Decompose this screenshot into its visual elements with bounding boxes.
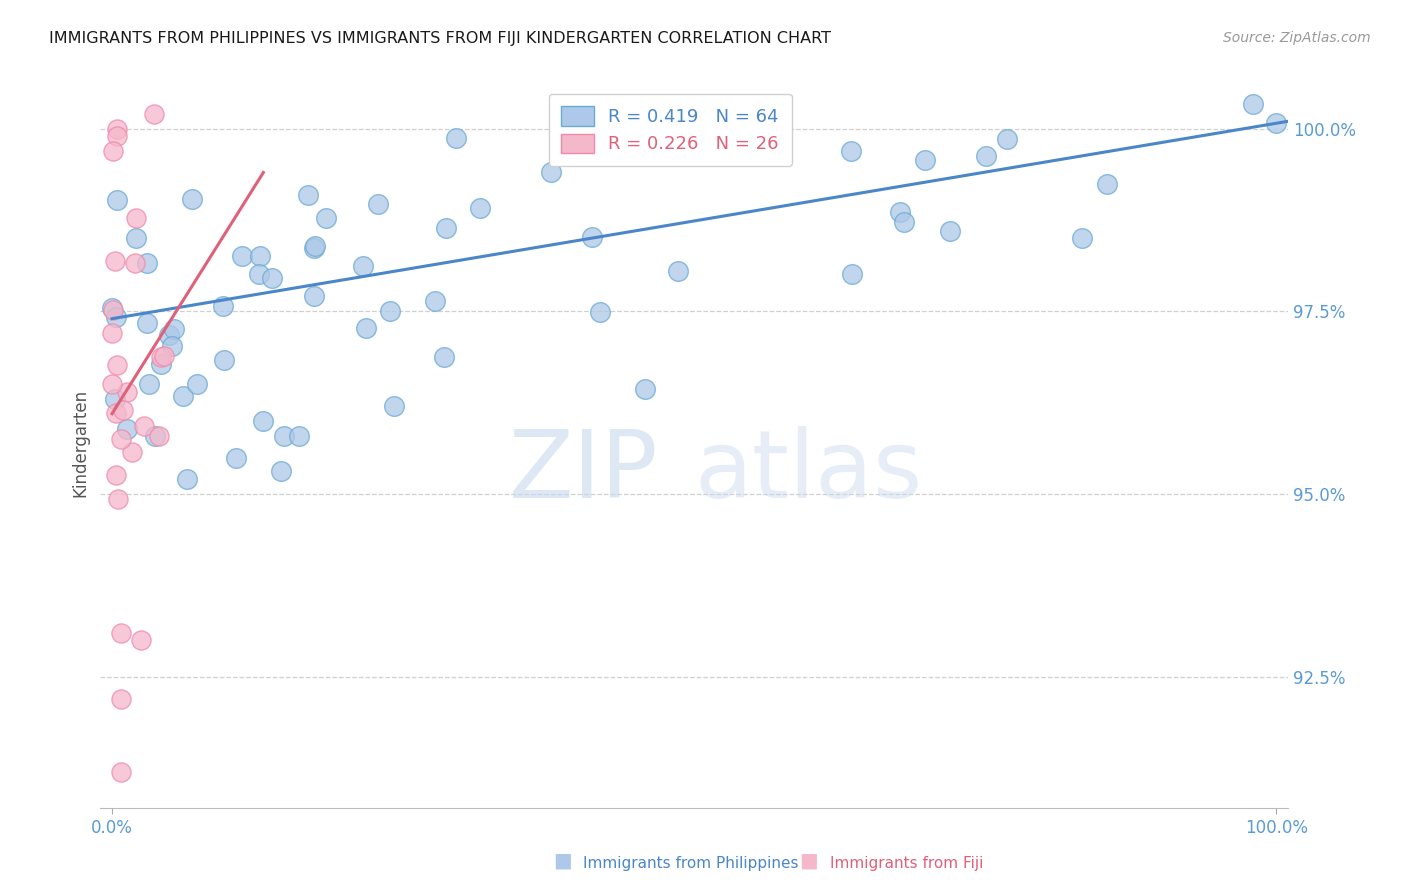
- Point: [839, 145, 862, 159]
- Point: [105, 406, 128, 420]
- Text: Immigrants from Philippines: Immigrants from Philippines: [583, 856, 799, 871]
- Point: [101, 303, 124, 318]
- Text: Source: ZipAtlas.com: Source: ZipAtlas.com: [1223, 31, 1371, 45]
- Point: [893, 215, 915, 229]
- Point: [304, 239, 326, 253]
- Point: [212, 299, 235, 313]
- Point: [135, 316, 157, 330]
- Point: [1241, 96, 1264, 111]
- Point: [101, 326, 124, 341]
- Point: [103, 253, 125, 268]
- Point: [129, 633, 152, 648]
- Point: [101, 144, 124, 158]
- Legend: R = 0.419   N = 64, R = 0.226   N = 26: R = 0.419 N = 64, R = 0.226 N = 26: [548, 94, 792, 166]
- Point: [297, 187, 319, 202]
- Point: [107, 491, 129, 506]
- Point: [589, 305, 612, 319]
- Point: [889, 204, 911, 219]
- Point: [176, 473, 198, 487]
- Point: [434, 221, 457, 235]
- Point: [252, 414, 274, 428]
- Point: [974, 149, 997, 163]
- Point: [247, 267, 270, 281]
- Text: IMMIGRANTS FROM PHILIPPINES VS IMMIGRANTS FROM FIJI KINDERGARTEN CORRELATION CHA: IMMIGRANTS FROM PHILIPPINES VS IMMIGRANT…: [49, 31, 831, 46]
- Point: [150, 357, 173, 371]
- Point: [634, 383, 657, 397]
- Point: [115, 422, 138, 436]
- Point: [914, 153, 936, 167]
- Point: [231, 249, 253, 263]
- Point: [666, 263, 689, 277]
- Point: [378, 304, 401, 318]
- Point: [105, 121, 128, 136]
- Text: Immigrants from Fiji: Immigrants from Fiji: [830, 856, 983, 871]
- Point: [304, 289, 326, 303]
- Point: [117, 385, 139, 400]
- Point: [104, 468, 127, 483]
- Point: [103, 392, 125, 406]
- Point: [444, 131, 467, 145]
- Point: [136, 256, 159, 270]
- Point: [262, 271, 284, 285]
- Point: [105, 359, 128, 373]
- Point: [110, 626, 132, 640]
- Point: [105, 128, 128, 143]
- Point: [125, 230, 148, 244]
- Point: [581, 230, 603, 244]
- Point: [1095, 178, 1118, 192]
- Point: [270, 464, 292, 478]
- Point: [315, 211, 337, 225]
- Point: [124, 256, 146, 270]
- Point: [152, 349, 174, 363]
- Point: [468, 201, 491, 215]
- Point: [101, 301, 124, 315]
- Point: [111, 403, 134, 417]
- Point: [149, 350, 172, 364]
- Point: [121, 445, 143, 459]
- Point: [287, 428, 309, 442]
- Point: [186, 377, 208, 392]
- Point: [367, 197, 389, 211]
- Text: atlas: atlas: [695, 426, 922, 518]
- Point: [1070, 231, 1092, 245]
- Text: ▪: ▪: [553, 847, 572, 876]
- Point: [110, 432, 132, 446]
- Point: [110, 691, 132, 706]
- Point: [540, 165, 562, 179]
- Point: [101, 377, 124, 392]
- Point: [841, 268, 863, 282]
- Y-axis label: Kindergarten: Kindergarten: [72, 389, 89, 497]
- Point: [1265, 115, 1288, 129]
- Point: [125, 211, 148, 225]
- Point: [110, 764, 132, 779]
- Point: [157, 328, 180, 343]
- Point: [181, 192, 204, 206]
- Point: [105, 193, 128, 207]
- Point: [939, 224, 962, 238]
- Point: [214, 352, 236, 367]
- Point: [132, 419, 155, 434]
- Point: [163, 321, 186, 335]
- Point: [382, 400, 405, 414]
- Text: ZIP: ZIP: [509, 426, 658, 518]
- Point: [143, 428, 166, 442]
- Point: [433, 351, 456, 365]
- Point: [172, 389, 194, 403]
- Text: ▪: ▪: [799, 847, 818, 876]
- Point: [995, 132, 1018, 146]
- Point: [249, 249, 271, 263]
- Point: [352, 260, 374, 274]
- Point: [354, 320, 377, 334]
- Point: [273, 429, 295, 443]
- Point: [225, 450, 247, 465]
- Point: [143, 107, 166, 121]
- Point: [105, 310, 128, 324]
- Point: [425, 293, 447, 308]
- Point: [138, 377, 160, 392]
- Point: [302, 241, 325, 255]
- Point: [148, 428, 170, 442]
- Point: [160, 339, 183, 353]
